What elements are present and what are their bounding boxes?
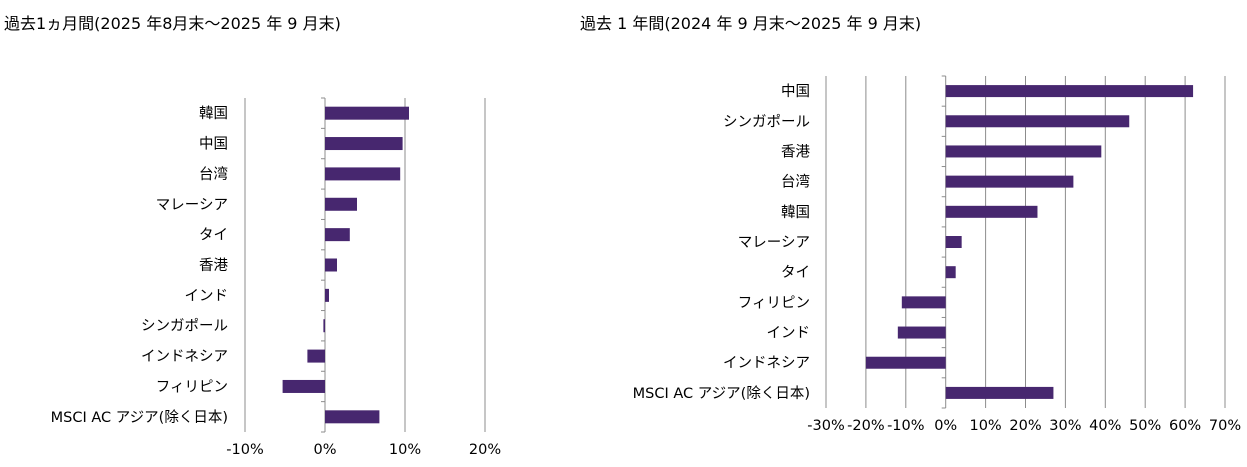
bar — [865, 356, 946, 369]
x-tick-label: 60% — [1169, 418, 1201, 434]
x-tick-label: 70% — [1209, 418, 1241, 434]
x-tick-label: -10% — [887, 418, 924, 434]
bar — [897, 326, 946, 339]
category-label: 香港 — [199, 257, 228, 274]
x-tick-label: -30% — [807, 418, 844, 434]
bar — [945, 386, 1054, 399]
category-label: シンガポール — [141, 318, 228, 335]
bar — [282, 379, 325, 393]
bar — [325, 258, 337, 272]
bar — [325, 288, 329, 302]
x-tick-label: 20% — [1009, 418, 1041, 434]
bar — [901, 296, 946, 309]
bar — [325, 137, 403, 151]
chart-1-year: -30% -20% -10% 0% 10% 20% 30% 40% 50% 60% 70% 中国シンガ… — [633, 75, 1241, 434]
category-label: 台湾 — [199, 166, 228, 183]
category-label: 韓国 — [781, 204, 810, 221]
x-tick-label: 10% — [389, 442, 421, 458]
category-label: 中国 — [781, 83, 810, 100]
x-tick-label: -20% — [847, 418, 884, 434]
category-label: マレーシア — [156, 197, 228, 213]
x-tick-label: 10% — [969, 418, 1001, 434]
x-tick-label: 0% — [934, 418, 957, 434]
category-label: 香港 — [781, 143, 810, 160]
bar — [945, 266, 956, 279]
category-label: インド — [185, 288, 229, 304]
bar — [323, 319, 325, 333]
bar — [945, 115, 1130, 128]
x-tick-label: 50% — [1129, 418, 1161, 434]
category-label: シンガポール — [723, 113, 810, 130]
x-tick-label: 0% — [313, 442, 336, 458]
category-label: MSCI AC アジア(除く日本) — [633, 385, 810, 402]
category-label: タイ — [781, 264, 810, 281]
chart-title-1y: 過去 1 年間(2024 年 9 月末～2025 年 9 月末) — [580, 14, 922, 33]
chart-title-1m: 過去1ヵ月間(2025 年8月末～2025 年 9 月末) — [4, 14, 341, 33]
bar — [325, 106, 409, 120]
x-tick-label: 40% — [1089, 418, 1121, 434]
bar — [945, 175, 1074, 188]
bar — [325, 197, 357, 211]
x-tick-label: 30% — [1049, 418, 1081, 434]
x-tick-label: -10% — [226, 442, 263, 458]
category-label: マレーシア — [738, 235, 810, 251]
bar — [307, 349, 325, 363]
chart-1-month: -10% 0% 10% 20% 韓国中国台湾マレーシアタイ香港インドシンガポールインドネ… — [51, 97, 501, 458]
bar — [945, 205, 1038, 218]
category-label: 中国 — [199, 136, 228, 153]
category-label: インド — [767, 326, 811, 342]
bar — [325, 410, 380, 424]
bar — [945, 236, 962, 248]
category-label: インドネシア — [141, 348, 228, 365]
category-label: タイ — [199, 227, 228, 244]
bar — [325, 167, 401, 181]
bar — [945, 145, 1102, 158]
category-label: 韓国 — [199, 105, 228, 122]
x-tick-label: 20% — [469, 442, 501, 458]
category-label: フィリピン — [156, 378, 228, 395]
category-label: インドネシア — [723, 355, 810, 372]
bar — [325, 228, 350, 242]
category-label: 台湾 — [781, 174, 810, 191]
bar — [945, 85, 1194, 98]
category-label: フィリピン — [738, 294, 810, 311]
category-label: MSCI AC アジア(除く日本) — [51, 409, 228, 426]
